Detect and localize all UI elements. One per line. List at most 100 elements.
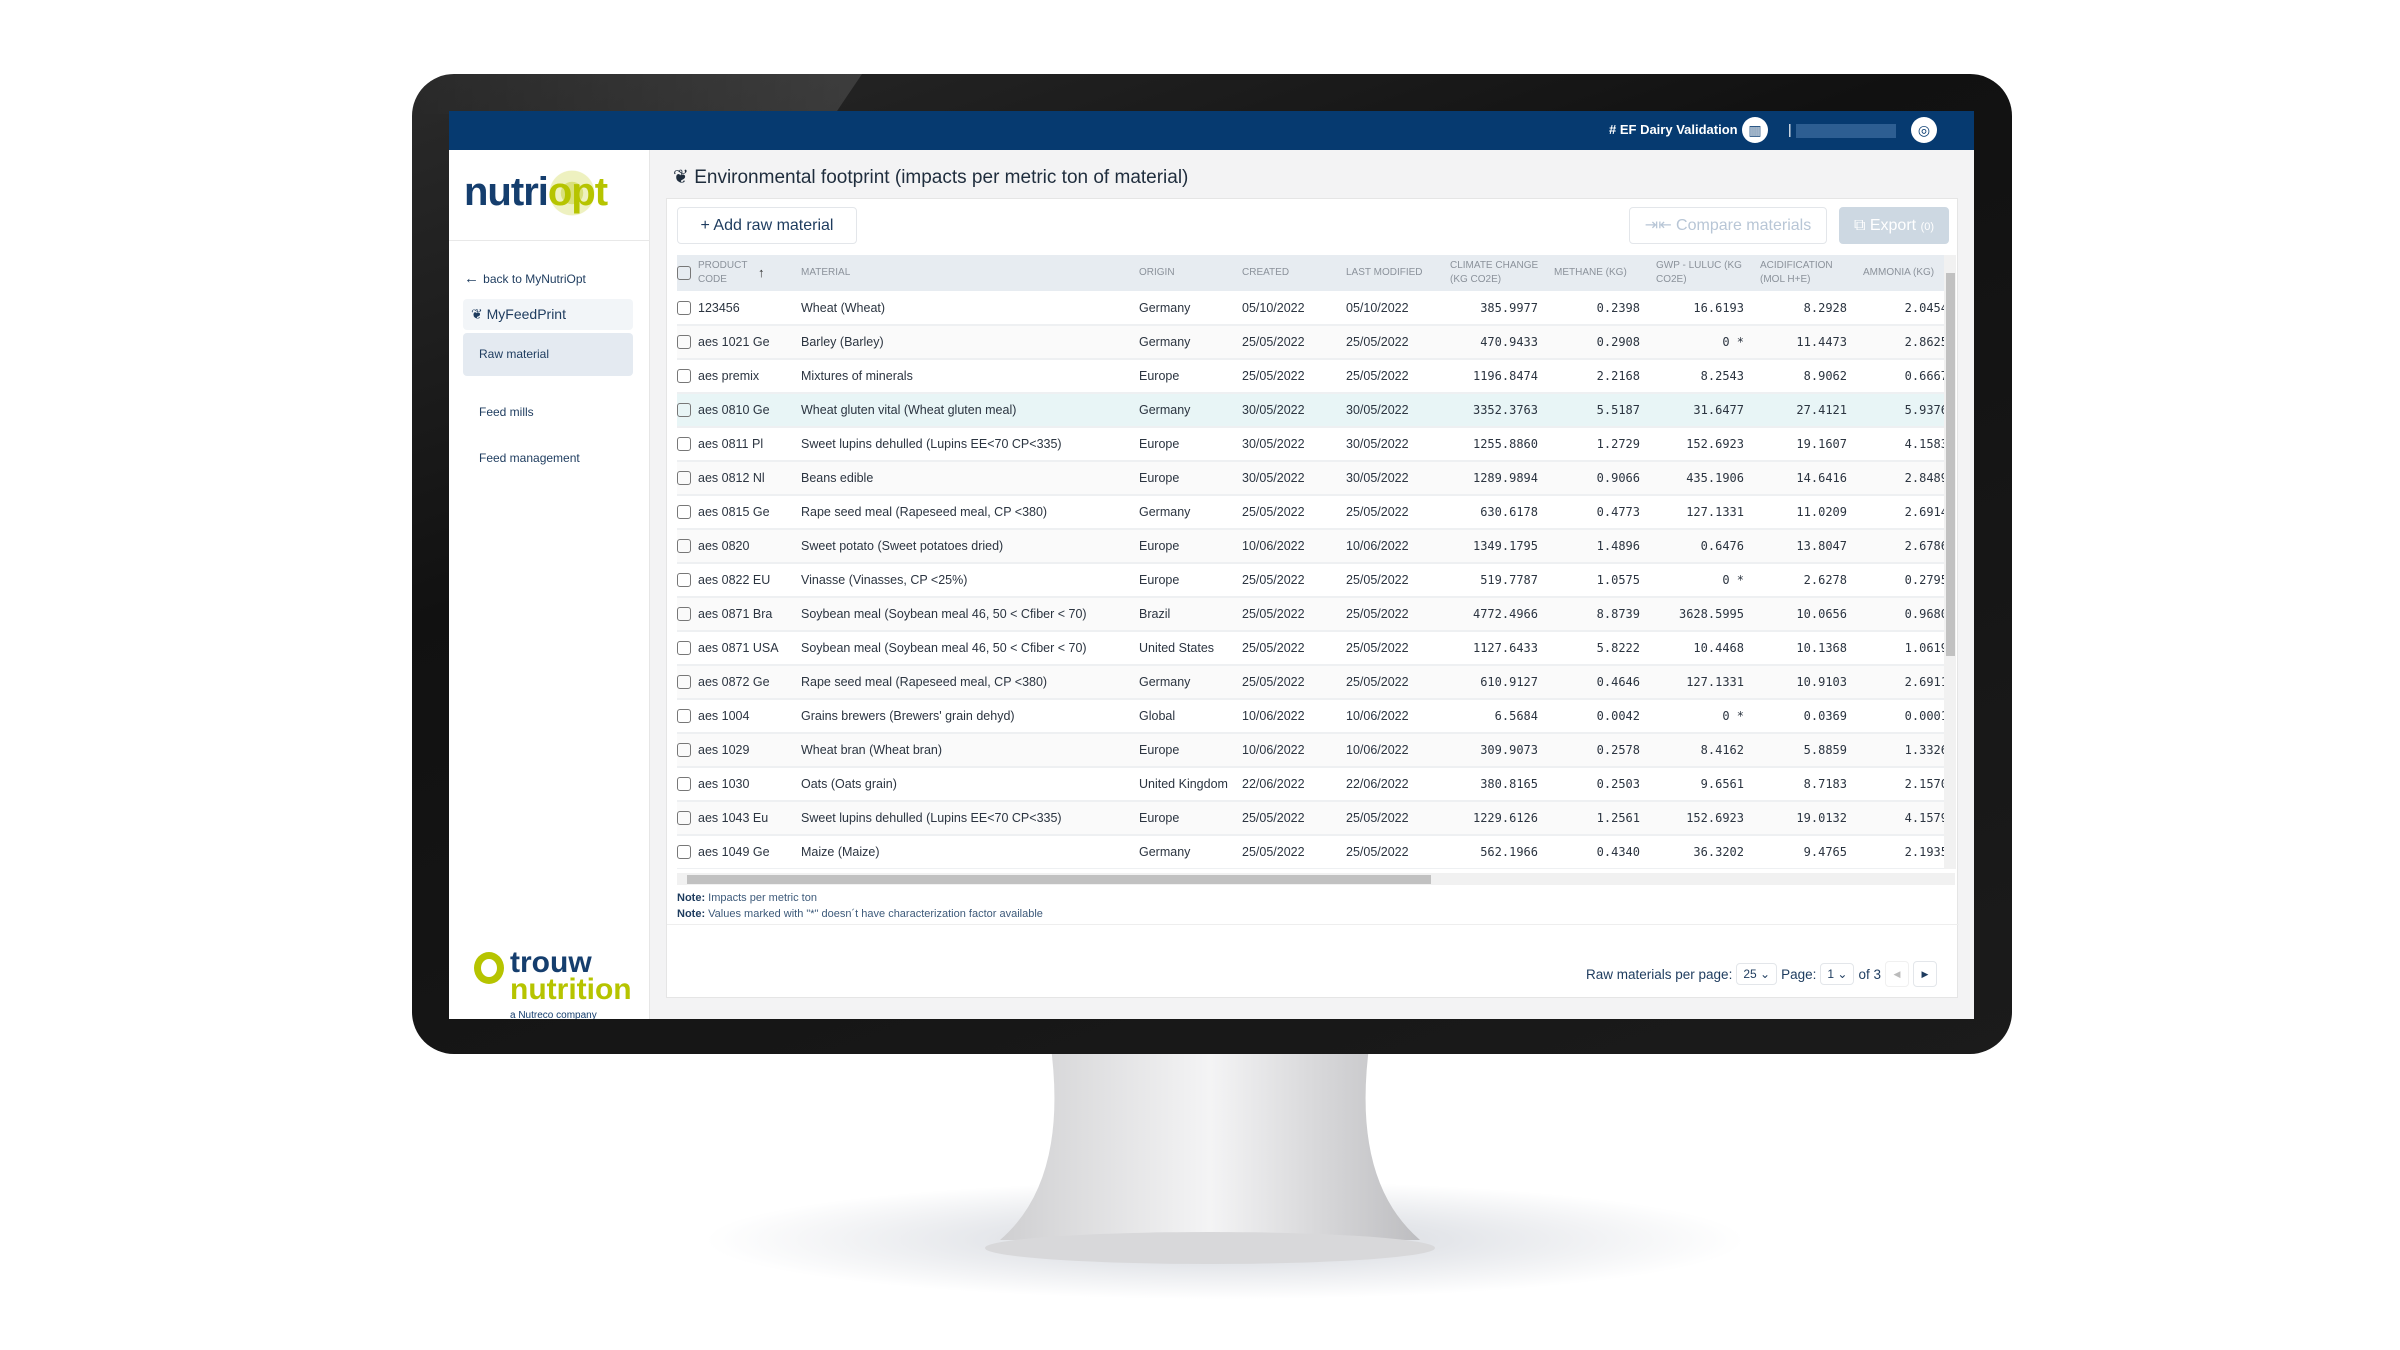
table-cell: 25/05/2022: [1242, 665, 1346, 700]
table-row[interactable]: aes 0871 USA Soybean meal (Soybean meal 4…: [677, 631, 1944, 666]
sidebar-item-feed-mills[interactable]: Feed mills: [479, 405, 534, 419]
row-checkbox[interactable]: [677, 573, 691, 588]
logo-text-b: opt: [547, 170, 608, 214]
per-page-select[interactable]: 25 ⌄: [1736, 963, 1778, 985]
table-cell: 380.8165: [1450, 767, 1554, 802]
back-link[interactable]: ← back to MyNutriOpt: [464, 270, 586, 287]
row-checkbox[interactable]: [677, 335, 691, 350]
table-row[interactable]: aes 0872 Ge Rape seed meal (Rapeseed meal…: [677, 665, 1944, 700]
row-checkbox[interactable]: [677, 369, 691, 384]
table-row[interactable]: aes 0815 Ge Rape seed meal (Rapeseed meal…: [677, 495, 1944, 530]
table-cell: 5.5187: [1554, 393, 1656, 428]
row-checkbox[interactable]: [677, 845, 691, 860]
table-cell: 1.2729: [1554, 427, 1656, 462]
table-cell: Europe: [1139, 563, 1242, 598]
materials-card: + Add raw material ⇥⇤ Compare materials …: [666, 198, 1959, 998]
row-checkbox[interactable]: [677, 403, 691, 418]
column-header[interactable]: METHANE (kg): [1554, 255, 1656, 291]
row-checkbox[interactable]: [677, 300, 691, 315]
table-row[interactable]: 123456 Wheat (Wheat) Germany 05/10/2022 05/1…: [677, 291, 1944, 326]
add-raw-material-button[interactable]: + Add raw material: [677, 207, 857, 244]
table-row[interactable]: aes 0822 EU Vinasse (Vinasses, CP <25%) Eu…: [677, 563, 1944, 598]
table-row[interactable]: aes 1049 Ge Maize (Maize) Germany 25/05/202…: [677, 835, 1944, 869]
row-checkbox[interactable]: [677, 607, 691, 622]
table-cell: Sweet lupins dehulled (Lupins EE<70 CP<3…: [801, 801, 1139, 836]
table-cell: Brazil: [1139, 597, 1242, 632]
building-icon[interactable]: ▥: [1742, 117, 1768, 143]
project-name[interactable]: # EF Dairy Validation: [1609, 122, 1738, 137]
table-row[interactable]: aes 0810 Ge Wheat gluten vital (Wheat glu…: [677, 393, 1944, 428]
column-header-label: CLIMATE CHANGE (kg CO2e): [1450, 260, 1539, 285]
column-header[interactable]: GWP - LULUC (kg CO2e): [1656, 255, 1760, 291]
table-cell: 1127.6433: [1450, 631, 1554, 666]
row-checkbox-cell: [677, 665, 698, 700]
table-cell: 1349.1795: [1450, 529, 1554, 564]
table-row[interactable]: aes 1029 Wheat bran (Wheat bran) Europe 10/…: [677, 733, 1944, 768]
page-select[interactable]: 1 ⌄: [1820, 963, 1855, 985]
table-cell: 385.9977: [1450, 291, 1554, 326]
table-row[interactable]: aes 0812 Nl Beans edible Europe 30/05/2022 3…: [677, 461, 1944, 496]
table-row[interactable]: aes 1021 Ge Barley (Barley) Germany 25/05/2…: [677, 325, 1944, 360]
table-cell: 152.6923: [1656, 427, 1760, 462]
materials-table-viewport: PRODUCT CODE ↑ MATERIAL ORIGIN CREATED LAST M…: [677, 255, 1944, 869]
table-cell: aes 1021 Ge: [698, 325, 801, 360]
table-row[interactable]: aes 0811 Pl Sweet lupins dehulled (Lupins…: [677, 427, 1944, 462]
horizontal-scroll-thumb[interactable]: [687, 875, 1431, 884]
export-button[interactable]: ⧉ Export (0): [1839, 207, 1949, 244]
table-cell: 05/10/2022: [1242, 291, 1346, 326]
row-checkbox-cell: [677, 835, 698, 869]
sidebar-item-raw-material[interactable]: Raw material: [463, 333, 633, 376]
table-cell: 25/05/2022: [1242, 359, 1346, 394]
column-header[interactable]: AMMONIA (kg): [1863, 255, 1944, 291]
sort-ascending-icon[interactable]: ↑: [758, 265, 765, 280]
bezel-gloss: [412, 74, 862, 114]
row-checkbox[interactable]: [677, 539, 691, 554]
table-row[interactable]: aes premix Mixtures of minerals Europe 25/0…: [677, 359, 1944, 394]
row-checkbox[interactable]: [677, 709, 691, 724]
table-cell: aes 0822 EU: [698, 563, 801, 598]
table-cell: Europe: [1139, 461, 1242, 496]
row-checkbox[interactable]: [677, 777, 691, 792]
logo-text-a: nutri: [464, 170, 549, 214]
next-page-button[interactable]: ▶: [1913, 961, 1937, 987]
table-row[interactable]: aes 0820 Sweet potato (Sweet potatoes dri…: [677, 529, 1944, 564]
row-checkbox-cell: [677, 529, 698, 564]
row-checkbox[interactable]: [677, 437, 691, 452]
vertical-scroll-thumb[interactable]: [1946, 273, 1955, 656]
table-row[interactable]: aes 0871 Bra Soybean meal (Soybean meal 4…: [677, 597, 1944, 632]
row-checkbox[interactable]: [677, 641, 691, 656]
column-header[interactable]: ACIDIFICATION (mol H+e): [1760, 255, 1863, 291]
row-checkbox[interactable]: [677, 811, 691, 826]
table-cell: aes 1049 Ge: [698, 835, 801, 869]
row-checkbox[interactable]: [677, 505, 691, 520]
page-value: 1: [1827, 967, 1835, 981]
row-checkbox-cell: [677, 427, 698, 462]
column-header[interactable]: PRODUCT CODE ↑: [698, 255, 801, 291]
table-cell: 0.2908: [1554, 325, 1656, 360]
select-all-checkbox[interactable]: [677, 265, 691, 280]
row-checkbox[interactable]: [677, 471, 691, 486]
row-checkbox[interactable]: [677, 743, 691, 758]
table-cell: Grains brewers (Brewers' grain dehyd): [801, 699, 1139, 734]
sidebar-section-myfeedprint[interactable]: ❦ MyFeedPrint: [463, 299, 633, 330]
nutriopt-logo[interactable]: nutriopt: [464, 170, 608, 215]
table-cell: Europe: [1139, 801, 1242, 836]
column-header[interactable]: ORIGIN: [1139, 255, 1242, 291]
column-header[interactable]: LAST MODIFIED: [1346, 255, 1450, 291]
table-row[interactable]: aes 1004 Grains brewers (Brewers' grain d…: [677, 699, 1944, 734]
prev-page-button[interactable]: ◀: [1885, 961, 1909, 987]
user-circle-icon[interactable]: ◎: [1911, 117, 1937, 143]
table-cell: 2.1570: [1863, 767, 1944, 802]
compare-materials-button[interactable]: ⇥⇤ Compare materials: [1629, 207, 1827, 244]
column-header[interactable]: CREATED: [1242, 255, 1346, 291]
table-cell: 9.6561: [1656, 767, 1760, 802]
table-cell: 30/05/2022: [1346, 393, 1450, 428]
table-cell: Oats (Oats grain): [801, 767, 1139, 802]
note-label: Note:: [677, 892, 706, 904]
sidebar-item-feed-management[interactable]: Feed management: [479, 451, 580, 465]
column-header[interactable]: MATERIAL: [801, 255, 1139, 291]
row-checkbox[interactable]: [677, 675, 691, 690]
table-row[interactable]: aes 1030 Oats (Oats grain) United Kingdom 2…: [677, 767, 1944, 802]
table-row[interactable]: aes 1043 Eu Sweet lupins dehulled (Lupins…: [677, 801, 1944, 836]
column-header[interactable]: CLIMATE CHANGE (kg CO2e): [1450, 255, 1554, 291]
